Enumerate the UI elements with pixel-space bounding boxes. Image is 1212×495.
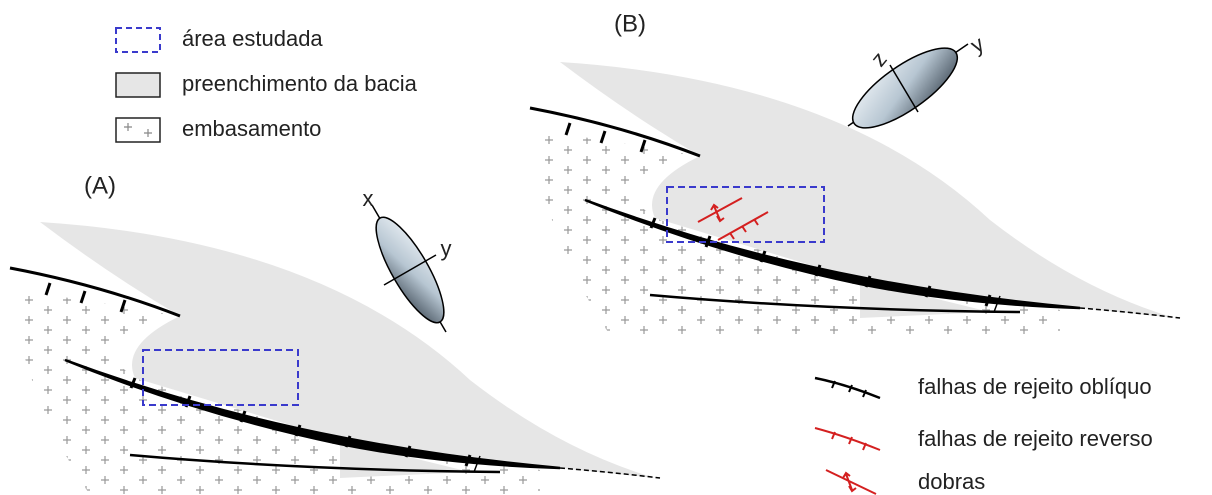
ellipsoid-a bbox=[371, 204, 447, 333]
legend-label: preenchimento da bacia bbox=[182, 71, 418, 96]
legend-label: área estudada bbox=[182, 26, 323, 51]
legend-label: falhas de rejeito reverso bbox=[918, 426, 1153, 451]
study-area bbox=[142, 349, 299, 406]
legend-icon bbox=[814, 376, 881, 400]
legend-label: embasamento bbox=[182, 116, 321, 141]
study-area bbox=[666, 186, 825, 243]
axis-label: x bbox=[363, 186, 374, 211]
ellipsoid-b bbox=[847, 43, 969, 129]
legend-icon bbox=[825, 469, 877, 495]
legend-icon bbox=[115, 117, 161, 143]
axis-label: y bbox=[441, 236, 452, 261]
basin-a bbox=[8, 220, 662, 495]
basin-b bbox=[528, 60, 1182, 337]
panel-label: (B) bbox=[614, 10, 646, 37]
legend-icon bbox=[115, 27, 161, 53]
reverse-fault bbox=[697, 197, 769, 241]
legend-label: falhas de rejeito oblíquo bbox=[918, 374, 1152, 399]
legend-icon bbox=[124, 123, 152, 137]
legend-icon bbox=[814, 427, 881, 451]
axis-label: y bbox=[966, 31, 988, 58]
legend-label: dobras bbox=[918, 469, 985, 494]
legend-icon bbox=[115, 72, 161, 98]
axis-label: z bbox=[866, 47, 892, 71]
panel-label: (A) bbox=[84, 172, 116, 199]
